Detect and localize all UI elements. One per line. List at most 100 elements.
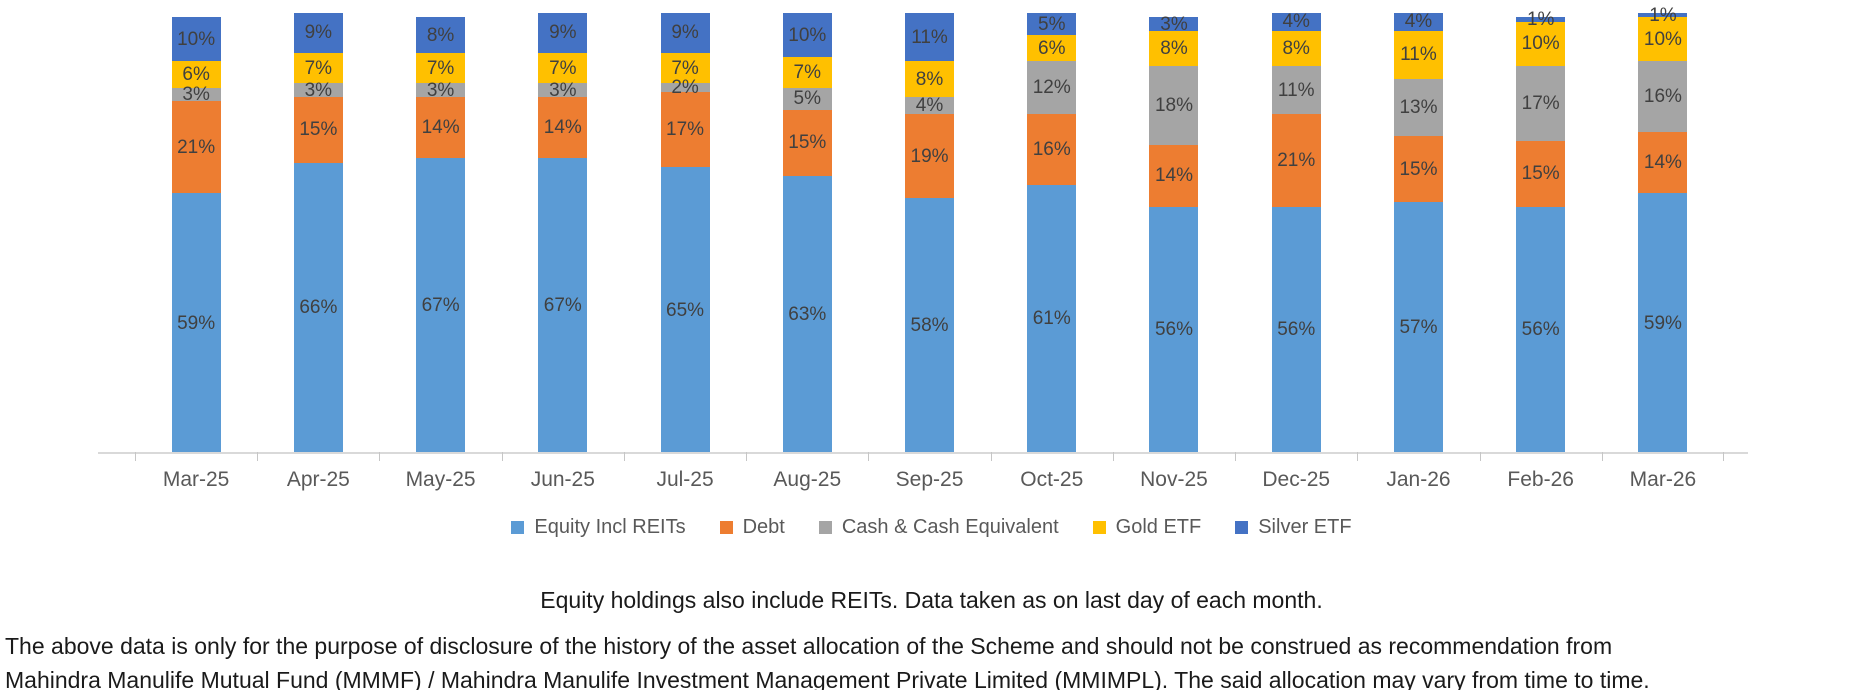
segment-gold-etf: 8%	[1271, 30, 1321, 66]
segment-debt: 21%	[1271, 114, 1321, 207]
segment-silver-etf: 4%	[1393, 11, 1443, 33]
legend-label-cash-cash-equivalent: Cash & Cash Equivalent	[841, 516, 1059, 538]
segment-value-label: 15%	[1521, 163, 1560, 185]
x-axis-label-jun-25: Jun-25	[530, 468, 595, 491]
segment-value-label: 16%	[1032, 138, 1071, 160]
x-axis-tick	[1723, 452, 1724, 461]
x-axis-tick	[501, 452, 503, 461]
bar-stack-jun-25: 67% 14% 3% 7% 9%	[538, 13, 588, 453]
x-axis-label-sep-25: Sep-25	[895, 468, 964, 491]
segment-debt: 14%	[416, 96, 466, 159]
bar-column-mar-25: 59% 21% 3% 6% 10%	[135, 13, 257, 453]
x-axis-label-aug-25: Aug-25	[773, 468, 842, 491]
x-axis-tick	[1112, 452, 1114, 461]
bar-column-dec-25: 56% 21% 11% 8% 4%	[1235, 12, 1357, 453]
x-axis-tick	[868, 452, 870, 461]
bar-column-apr-25: 66% 15% 3% 7% 9%	[257, 13, 379, 453]
segment-debt: 21%	[171, 101, 221, 194]
bar-stack-aug-25: 63% 15% 5% 7% 10%	[782, 13, 832, 453]
segment-value-label: 14%	[1154, 165, 1193, 187]
segment-value-label: 6%	[1038, 37, 1066, 59]
segment-equity-incl-reits: 61%	[1027, 184, 1077, 453]
segment-value-label: 4%	[1404, 11, 1433, 33]
legend-item-gold-etf: Gold ETF	[1092, 516, 1201, 539]
segment-gold-etf: 10%	[1516, 21, 1566, 66]
segment-value-label: 5%	[1038, 13, 1066, 35]
segment-equity-incl-reits: 66%	[293, 162, 343, 453]
segment-cash-cash-equivalent: 3%	[416, 81, 466, 100]
legend-item-debt: Debt	[719, 516, 785, 539]
bar-stack-nov-25: 56% 14% 18% 8% 3%	[1149, 15, 1199, 453]
segment-equity-incl-reits: 67%	[416, 158, 466, 453]
segment-value-label: 9%	[549, 22, 577, 44]
segment-silver-etf: 8%	[416, 17, 466, 53]
segment-value-label: 17%	[666, 119, 705, 141]
x-axis-label-dec-25: Dec-25	[1262, 468, 1331, 491]
segment-value-label: 10%	[1643, 28, 1682, 50]
segment-value-label: 10%	[1521, 33, 1560, 55]
segment-value-label: 1%	[1526, 9, 1555, 31]
segment-value-label: 57%	[1399, 317, 1438, 339]
segment-cash-cash-equivalent: 3%	[538, 81, 588, 100]
x-axis-label-nov-25: Nov-25	[1140, 468, 1208, 491]
x-axis-label-mar-26: Mar-26	[1629, 468, 1697, 491]
segment-value-label: 7%	[793, 61, 822, 83]
x-axis-tick	[623, 452, 625, 461]
segment-gold-etf: 6%	[171, 61, 221, 88]
segment-value-label: 13%	[1399, 97, 1438, 119]
segment-value-label: 17%	[1521, 92, 1560, 114]
segment-value-label: 56%	[1521, 319, 1560, 341]
segment-debt: 15%	[1393, 136, 1443, 203]
legend-swatch-equity-incl-reits	[511, 521, 525, 534]
segment-debt: 15%	[1516, 140, 1566, 207]
bar-column-may-25: 67% 14% 3% 7% 8%	[379, 13, 501, 453]
segment-cash-cash-equivalent: 5%	[782, 87, 832, 110]
segment-cash-cash-equivalent: 12%	[1027, 61, 1077, 115]
segment-gold-etf: 7%	[293, 52, 343, 84]
segment-equity-incl-reits: 59%	[171, 193, 221, 453]
x-axis-tick	[257, 452, 259, 461]
segment-value-label: 58%	[910, 314, 949, 336]
x-axis-label-jan-26: Jan-26	[1386, 468, 1451, 491]
segment-value-label: 8%	[1282, 37, 1310, 59]
disclaimer-line-2: Mahindra Manulife Mutual Fund (MMMF) / M…	[5, 667, 1650, 690]
segment-value-label: 3%	[304, 79, 333, 101]
segment-silver-etf: 1%	[1516, 10, 1566, 29]
segment-value-label: 3%	[426, 79, 455, 101]
legend-swatch-silver-etf	[1235, 521, 1249, 534]
segment-value-label: 67%	[543, 295, 582, 317]
bar-column-jan-26: 57% 15% 13% 11% 4%	[1357, 11, 1479, 453]
segment-cash-cash-equivalent: 2%	[660, 78, 710, 97]
segment-gold-etf: 8%	[905, 61, 955, 97]
segment-value-label: 9%	[304, 22, 333, 44]
segment-gold-etf: 8%	[1149, 30, 1199, 66]
segment-value-label: 19%	[910, 145, 949, 167]
x-axis-labels: Mar-25 Apr-25 May-25 Jun-25 Jul-25 Aug-25 Sep-…	[135, 468, 1724, 492]
segment-cash-cash-equivalent: 13%	[1393, 79, 1443, 137]
footnote-text: Equity holdings also include REITs. Data…	[540, 587, 1323, 613]
segment-value-label: 16%	[1643, 86, 1682, 108]
x-axis-label-oct-25: Oct-25	[1020, 468, 1084, 491]
legend-label-silver-etf: Silver ETF	[1258, 516, 1352, 538]
x-axis-label-jul-25: Jul-25	[656, 468, 714, 491]
segment-value-label: 56%	[1154, 319, 1193, 341]
segment-value-label: 11%	[911, 26, 948, 48]
x-axis-line	[98, 452, 1748, 454]
segment-value-label: 61%	[1032, 308, 1071, 330]
segment-value-label: 14%	[421, 116, 460, 138]
segment-value-label: 8%	[426, 24, 455, 46]
bar-column-nov-25: 56% 14% 18% 8% 3%	[1113, 13, 1235, 453]
segment-value-label: 21%	[1277, 149, 1316, 171]
segment-equity-incl-reits: 56%	[1149, 206, 1199, 453]
segment-gold-etf: 6%	[1027, 35, 1077, 62]
legend-label-debt: Debt	[742, 516, 785, 538]
legend-label-equity-incl-reits: Equity Incl REITs	[534, 516, 686, 538]
legend-swatch-debt	[719, 521, 733, 534]
segment-silver-etf: 1%	[1638, 6, 1688, 25]
segment-value-label: 3%	[182, 83, 210, 105]
segment-equity-incl-reits: 58%	[905, 197, 955, 453]
bar-column-aug-25: 63% 15% 5% 7% 10%	[746, 13, 868, 453]
x-axis-tick	[990, 452, 992, 461]
segment-value-label: 15%	[299, 119, 338, 141]
x-axis-label-feb-26: Feb-26	[1507, 468, 1574, 491]
